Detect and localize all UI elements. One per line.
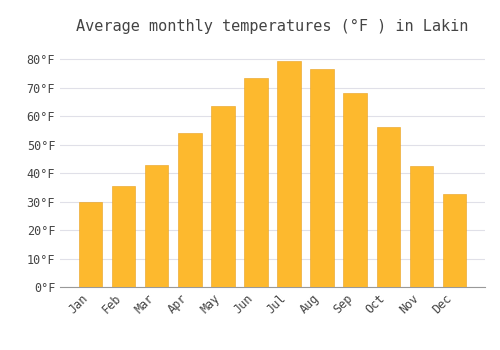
Bar [212,106,234,287]
Bar [376,127,400,287]
Bar [244,78,268,287]
Bar [112,186,136,287]
Bar [410,166,432,287]
Title: Average monthly temperatures (°F ) in Lakin: Average monthly temperatures (°F ) in La… [76,19,468,34]
Bar [442,194,466,287]
Bar [178,133,202,287]
Bar [278,61,300,287]
Bar [80,202,102,287]
Bar [310,69,334,287]
Bar [344,93,366,287]
Bar [146,164,169,287]
